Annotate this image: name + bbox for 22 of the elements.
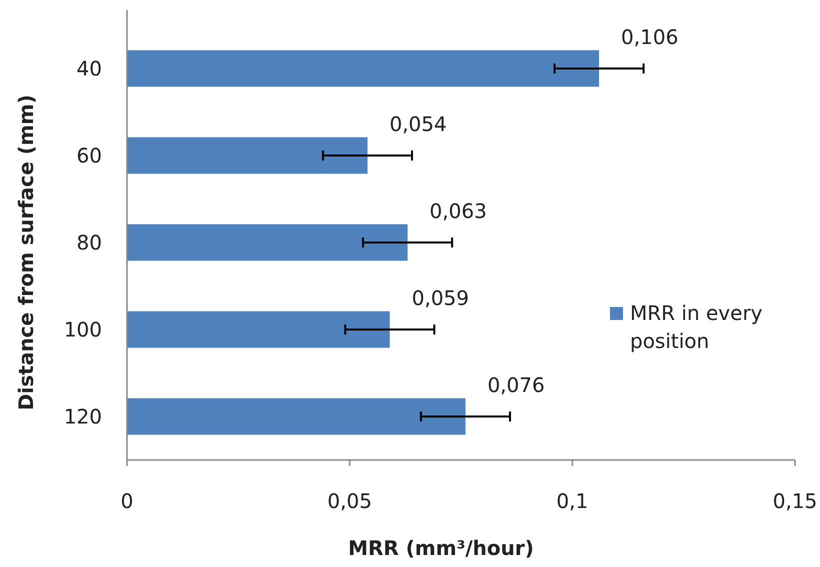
x-tick-label: 0,1 xyxy=(556,489,588,513)
bar xyxy=(127,398,466,435)
y-tick-label: 60 xyxy=(76,144,102,168)
x-tick-label: 0,15 xyxy=(772,489,818,513)
bar xyxy=(127,50,600,87)
bar xyxy=(127,137,368,174)
data-label: 0,059 xyxy=(412,286,470,310)
x-tick-label: 0,05 xyxy=(327,489,372,513)
y-tick-label: 120 xyxy=(64,404,102,428)
y-tick-label: 40 xyxy=(76,56,102,80)
y-axis-title: Distance from surface (mm) xyxy=(14,94,38,410)
data-label: 0,063 xyxy=(430,199,487,224)
legend-label: MRR in every position xyxy=(630,301,763,353)
data-label: 0,054 xyxy=(389,112,447,136)
bar xyxy=(127,224,408,261)
x-tick-label: 0 xyxy=(120,489,134,513)
y-tick-label: 80 xyxy=(76,230,102,254)
y-tick-label: 100 xyxy=(64,318,102,342)
data-label: 0,106 xyxy=(621,25,678,50)
bar xyxy=(127,311,390,348)
data-label: 0,076 xyxy=(487,373,545,398)
x-axis-title: MRR (mm³/hour) xyxy=(348,536,534,560)
